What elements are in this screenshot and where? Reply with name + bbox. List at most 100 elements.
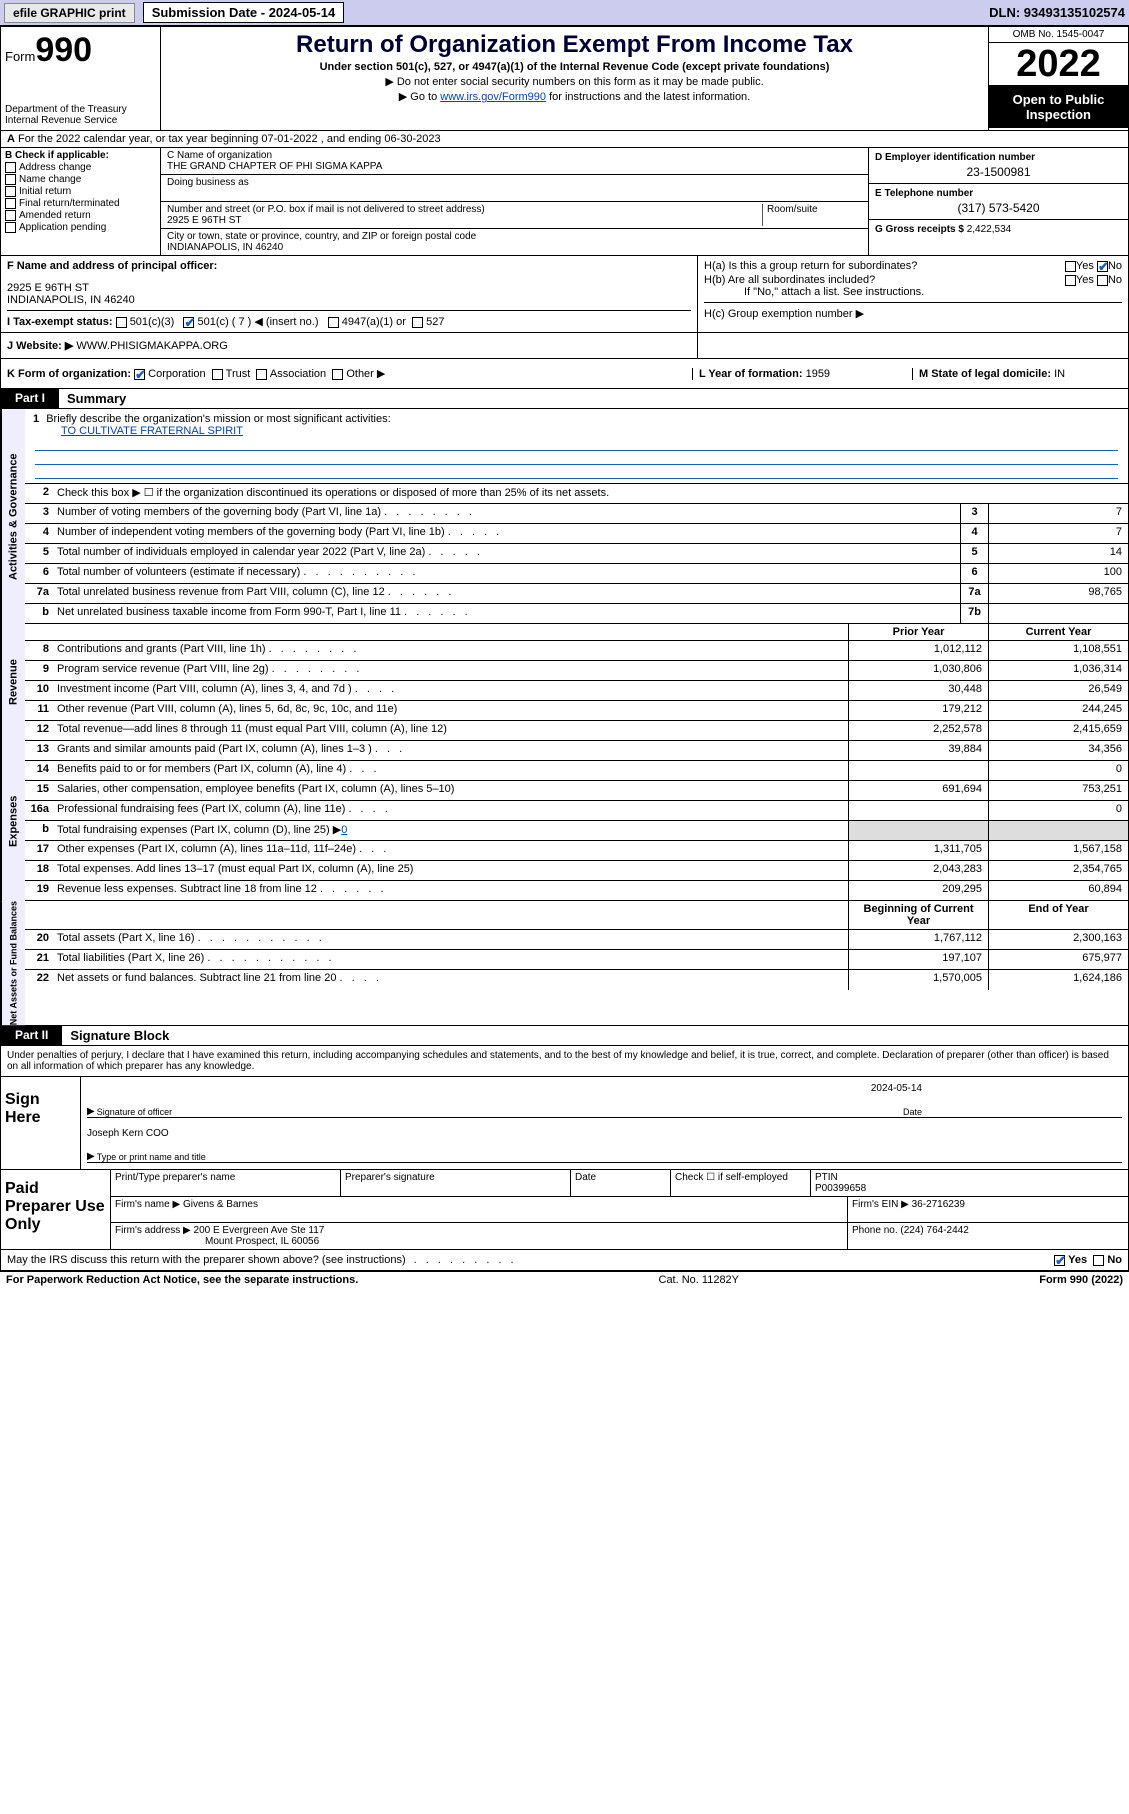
chk-name-change[interactable] bbox=[5, 174, 16, 185]
chk-501c[interactable] bbox=[183, 317, 194, 328]
chk-corp[interactable] bbox=[134, 369, 145, 380]
l12-p: 2,252,578 bbox=[848, 721, 988, 740]
city: INDIANAPOLIS, IN 46240 bbox=[167, 242, 862, 253]
mission-text: TO CULTIVATE FRATERNAL SPIRIT bbox=[61, 425, 243, 437]
chk-address-change[interactable] bbox=[5, 162, 16, 173]
l14-p bbox=[848, 761, 988, 780]
firm-ein: 36-2716239 bbox=[912, 1199, 965, 1210]
form-page: Form 990 (2022) bbox=[1039, 1274, 1123, 1286]
org-name: THE GRAND CHAPTER OF PHI SIGMA KAPPA bbox=[167, 161, 862, 172]
dba-label: Doing business as bbox=[167, 177, 862, 188]
ein-label: D Employer identification number bbox=[875, 152, 1122, 163]
chk-discuss-yes[interactable] bbox=[1054, 1255, 1065, 1266]
street-label: Number and street (or P.O. box if mail i… bbox=[167, 204, 762, 215]
chk-ha-no[interactable] bbox=[1097, 261, 1108, 272]
city-label: City or town, state or province, country… bbox=[167, 231, 862, 242]
box-de: D Employer identification number 23-1500… bbox=[868, 148, 1128, 255]
vtab-governance: Activities & Governance bbox=[1, 409, 25, 624]
chk-501c3[interactable] bbox=[116, 317, 127, 328]
l21-c: 675,977 bbox=[988, 950, 1128, 969]
box-hb: H(b) Are all subordinates included? Yes … bbox=[704, 274, 1122, 286]
pt-sig-label: Preparer's signature bbox=[341, 1170, 571, 1196]
box-b: B Check if applicable: Address change Na… bbox=[1, 148, 161, 255]
col-prior: Prior Year bbox=[848, 624, 988, 640]
officer-addr2: INDIANAPOLIS, IN 46240 bbox=[7, 294, 691, 306]
tax-year: 2022 bbox=[989, 43, 1128, 86]
l12-c: 2,415,659 bbox=[988, 721, 1128, 740]
box-hc: H(c) Group exemption number ▶ bbox=[704, 302, 1122, 320]
irs-link[interactable]: www.irs.gov/Form990 bbox=[440, 91, 546, 103]
dept-treasury: Department of the Treasury Internal Reve… bbox=[5, 104, 156, 126]
chk-hb-yes[interactable] bbox=[1065, 275, 1076, 286]
chk-discuss-no[interactable] bbox=[1093, 1255, 1104, 1266]
suite-label: Room/suite bbox=[762, 204, 862, 226]
l17-desc: Other expenses (Part IX, column (A), lin… bbox=[53, 841, 848, 860]
pt-name-label: Print/Type preparer's name bbox=[111, 1170, 341, 1196]
chk-app-pending[interactable] bbox=[5, 222, 16, 233]
chk-final-return[interactable] bbox=[5, 198, 16, 209]
form-title: Return of Organization Exempt From Incom… bbox=[169, 31, 980, 59]
chk-amended[interactable] bbox=[5, 210, 16, 221]
l22-p: 1,570,005 bbox=[848, 970, 988, 990]
l5-desc: Total number of individuals employed in … bbox=[53, 544, 960, 563]
ssn-note: ▶ Do not enter social security numbers o… bbox=[169, 75, 980, 88]
chk-527[interactable] bbox=[412, 317, 423, 328]
l14-desc: Benefits paid to or for members (Part IX… bbox=[53, 761, 848, 780]
l15-desc: Salaries, other compensation, employee b… bbox=[53, 781, 848, 800]
vtab-netassets: Net Assets or Fund Balances bbox=[1, 901, 25, 1025]
l13-p: 39,884 bbox=[848, 741, 988, 760]
l11-c: 244,245 bbox=[988, 701, 1128, 720]
l10-desc: Investment income (Part VIII, column (A)… bbox=[53, 681, 848, 700]
l7b-desc: Net unrelated business taxable income fr… bbox=[53, 604, 960, 623]
l9-desc: Program service revenue (Part VIII, line… bbox=[53, 661, 848, 680]
col-eoy: End of Year bbox=[988, 901, 1128, 929]
l6-val: 100 bbox=[988, 564, 1128, 583]
efile-print-button[interactable]: efile GRAPHIC print bbox=[4, 3, 135, 23]
l22-c: 1,624,186 bbox=[988, 970, 1128, 990]
form-header: Form990 Department of the Treasury Inter… bbox=[0, 27, 1129, 131]
firm-addr1: 200 E Evergreen Ave Ste 117 bbox=[194, 1225, 325, 1236]
pt-date-label: Date bbox=[571, 1170, 671, 1196]
box-hb-note: If "No," attach a list. See instructions… bbox=[744, 286, 1122, 298]
l8-c: 1,108,551 bbox=[988, 641, 1128, 660]
l7a-desc: Total unrelated business revenue from Pa… bbox=[53, 584, 960, 603]
l16a-p bbox=[848, 801, 988, 820]
omb-number: OMB No. 1545-0047 bbox=[989, 27, 1128, 43]
paid-preparer: Paid Preparer Use Only Print/Type prepar… bbox=[1, 1169, 1128, 1249]
l4-desc: Number of independent voting members of … bbox=[53, 524, 960, 543]
l7b-val bbox=[988, 604, 1128, 623]
part1-header: Part I Summary bbox=[0, 389, 1129, 409]
chk-4947[interactable] bbox=[328, 317, 339, 328]
chk-assoc[interactable] bbox=[256, 369, 267, 380]
l17-p: 1,311,705 bbox=[848, 841, 988, 860]
chk-hb-no[interactable] bbox=[1097, 275, 1108, 286]
vtab-revenue: Revenue bbox=[1, 624, 25, 741]
website: WWW.PHISIGMAKAPPA.ORG bbox=[76, 340, 227, 352]
line-a: A For the 2022 calendar year, or tax yea… bbox=[0, 131, 1129, 148]
l14-c: 0 bbox=[988, 761, 1128, 780]
box-ha: H(a) Is this a group return for subordin… bbox=[704, 260, 1122, 272]
form-subtitle: Under section 501(c), 527, or 4947(a)(1)… bbox=[169, 61, 980, 73]
chk-initial-return[interactable] bbox=[5, 186, 16, 197]
ptin: P00399658 bbox=[815, 1183, 866, 1194]
line-i: I Tax-exempt status: 501(c)(3) 501(c) ( … bbox=[7, 310, 691, 328]
l19-p: 209,295 bbox=[848, 881, 988, 900]
l15-p: 691,694 bbox=[848, 781, 988, 800]
l7a-val: 98,765 bbox=[988, 584, 1128, 603]
type-name-label: Type or print name and title bbox=[97, 1152, 206, 1162]
l20-p: 1,767,112 bbox=[848, 930, 988, 949]
chk-other[interactable] bbox=[332, 369, 343, 380]
open-to-public: Open to Public Inspection bbox=[989, 86, 1128, 128]
street: 2925 E 96TH ST bbox=[167, 215, 762, 226]
vtab-expenses: Expenses bbox=[1, 741, 25, 901]
gross-receipts-label: G Gross receipts $ bbox=[875, 224, 964, 235]
l20-desc: Total assets (Part X, line 16) . . . . .… bbox=[53, 930, 848, 949]
block-governance: Activities & Governance 1 Briefly descri… bbox=[0, 409, 1129, 624]
officer-addr1: 2925 E 96TH ST bbox=[7, 282, 691, 294]
l16b-desc: Total fundraising expenses (Part IX, col… bbox=[53, 821, 848, 840]
chk-trust[interactable] bbox=[212, 369, 223, 380]
submission-date: Submission Date - 2024-05-14 bbox=[143, 2, 345, 23]
l18-c: 2,354,765 bbox=[988, 861, 1128, 880]
line-j: J Website: ▶ WWW.PHISIGMAKAPPA.ORG bbox=[0, 333, 1129, 359]
chk-ha-yes[interactable] bbox=[1065, 261, 1076, 272]
